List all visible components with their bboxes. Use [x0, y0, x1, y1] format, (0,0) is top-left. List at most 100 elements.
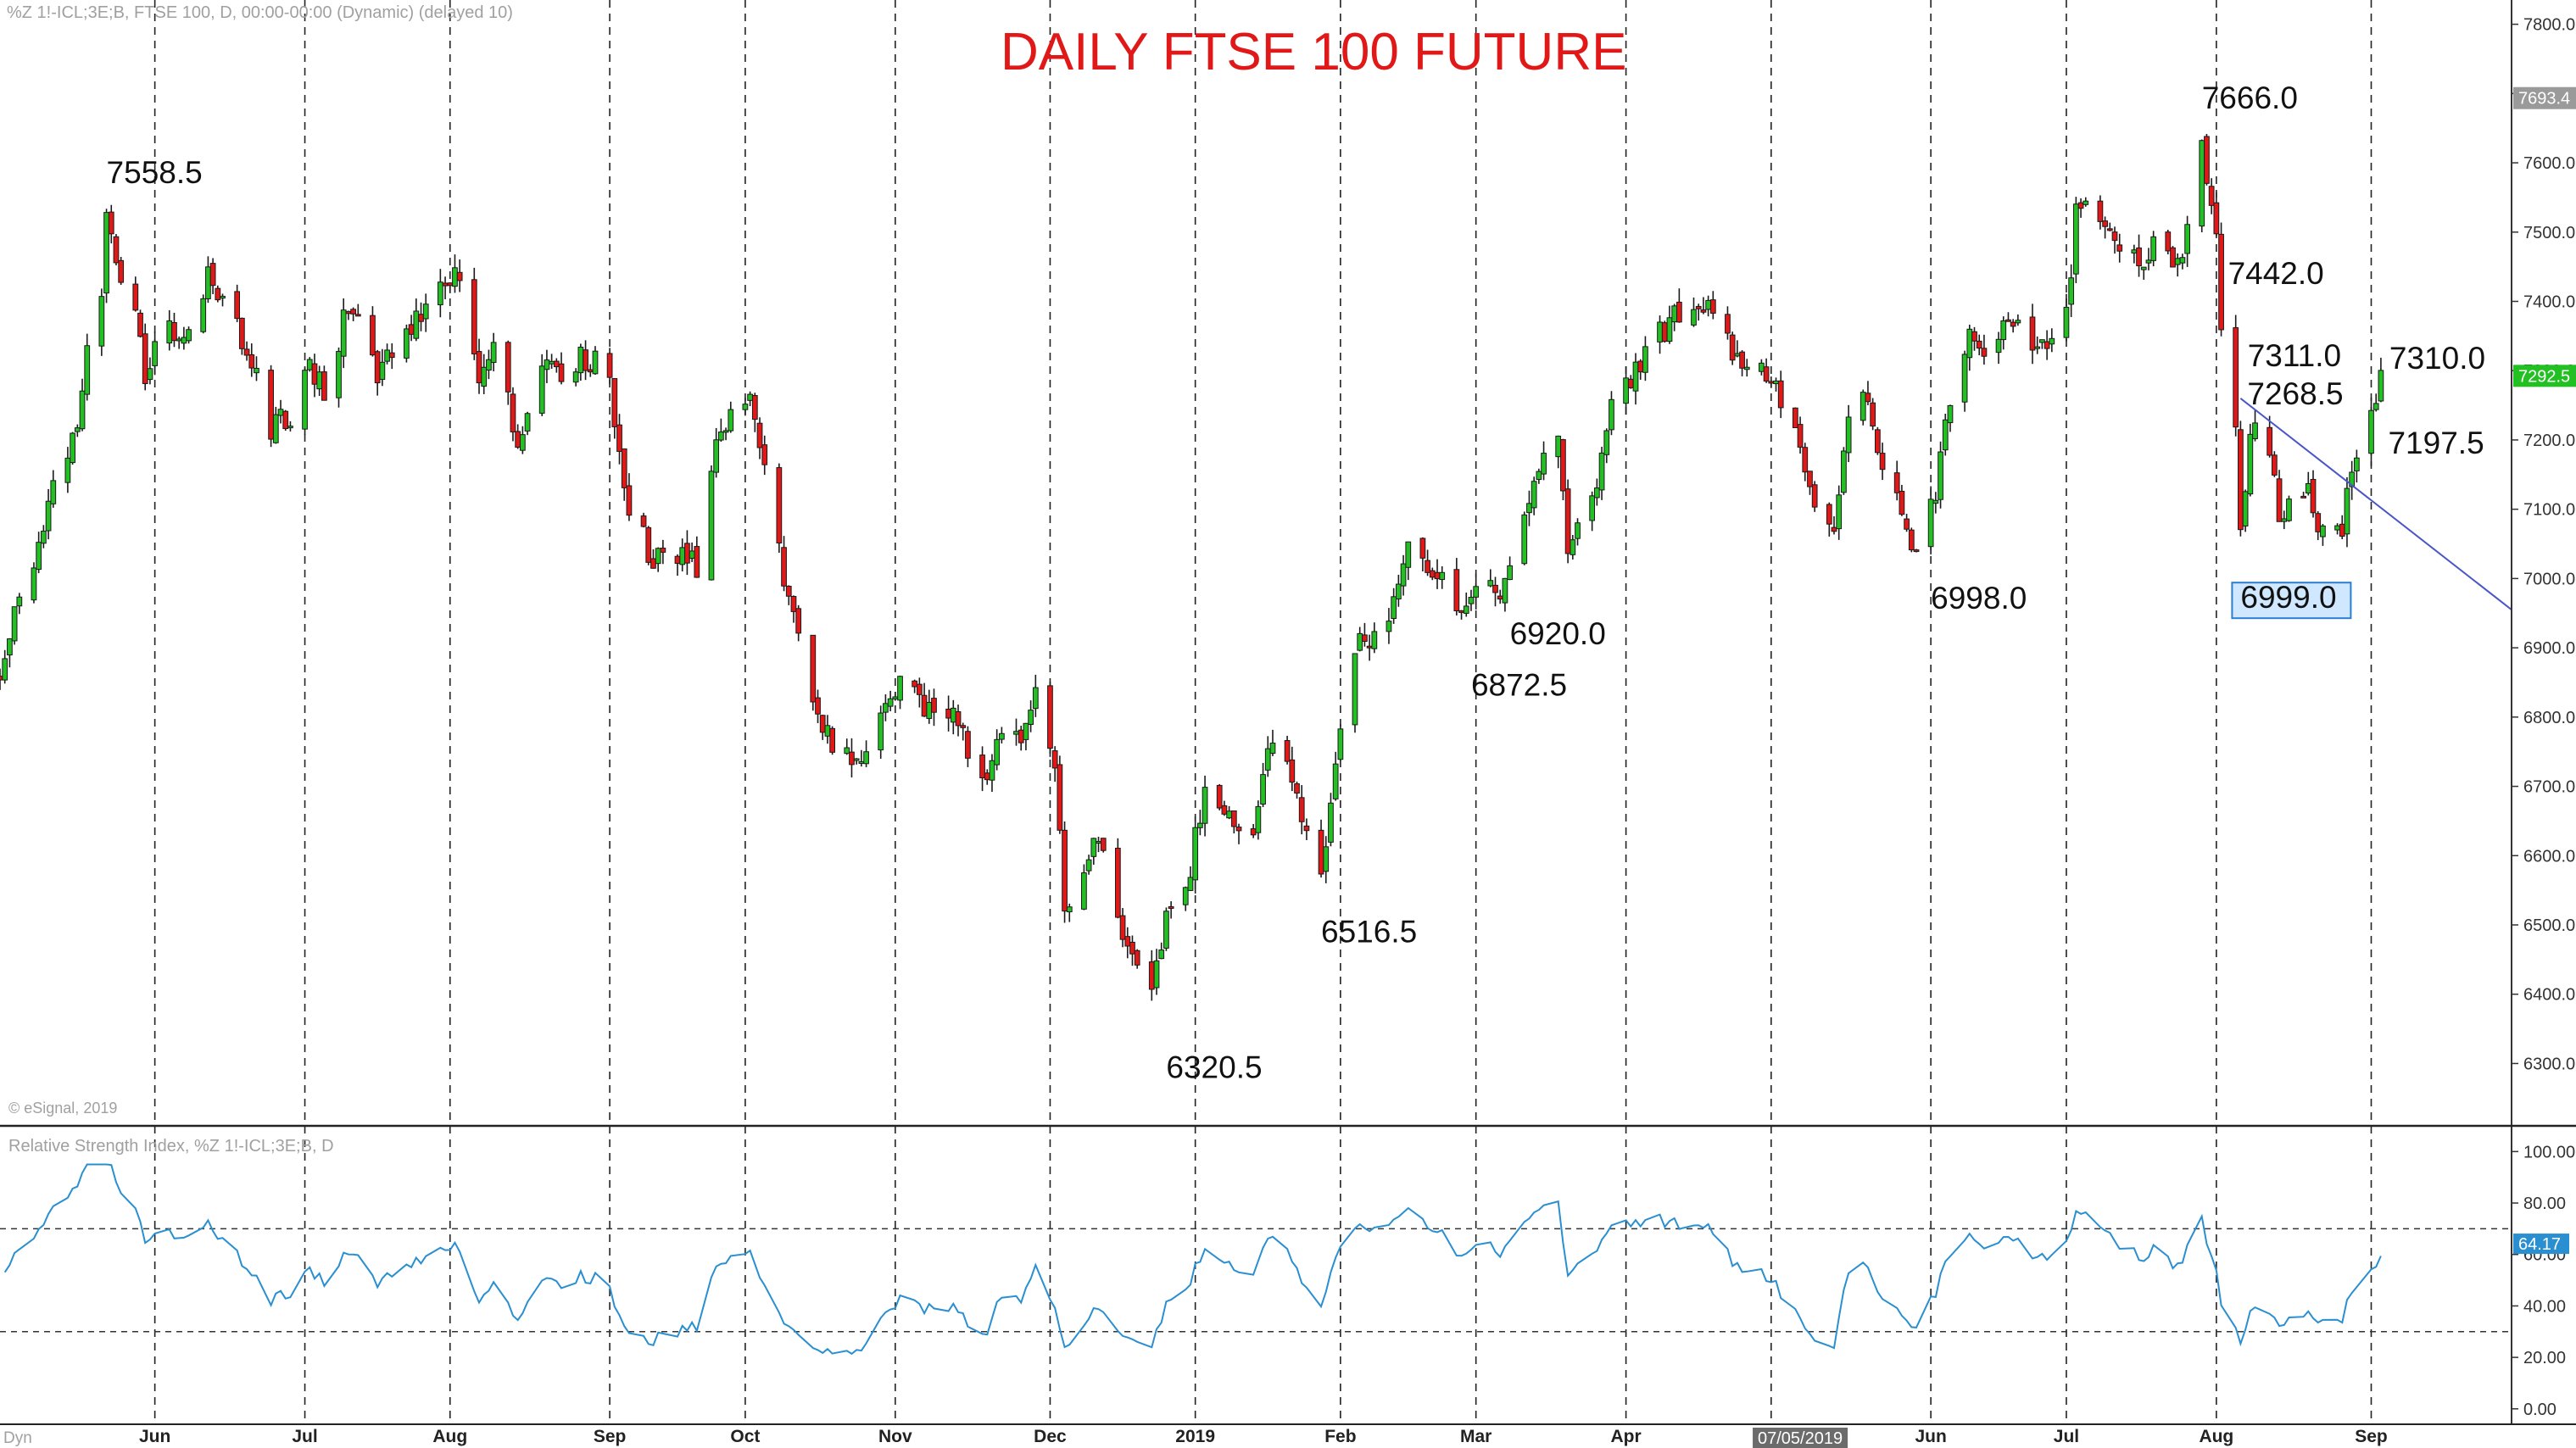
bearish-candle — [282, 409, 289, 432]
candle-body — [761, 444, 768, 465]
dynamic-mode-label: Dyn — [3, 1429, 32, 1447]
bullish-candle — [186, 326, 192, 344]
bearish-candle — [2170, 246, 2176, 268]
candle-body — [1264, 748, 1271, 771]
bearish-candle — [1303, 818, 1310, 840]
bearish-candle — [2010, 319, 2016, 333]
bearish-candle — [1018, 725, 1024, 751]
candle-body — [2106, 228, 2113, 231]
bullish-candle — [926, 689, 933, 724]
candle-body — [2339, 523, 2345, 537]
candle-body — [345, 310, 352, 315]
candle-body — [815, 697, 821, 715]
candle-body — [1981, 348, 1988, 357]
bearish-candle — [2136, 234, 2142, 277]
candle-body — [965, 731, 971, 759]
candle-body — [2, 658, 8, 681]
bullish-candle — [2344, 476, 2350, 548]
month-label: Sep — [594, 1427, 627, 1446]
bearish-candle — [756, 417, 763, 459]
candle-body — [863, 751, 869, 765]
bearish-candle — [1560, 438, 1566, 501]
price-annotation: 6999.0 — [2240, 580, 2336, 615]
bearish-candle — [2165, 229, 2172, 255]
bearish-candle — [1865, 381, 1871, 405]
candle-body — [108, 211, 114, 235]
rsi-tick-label: 40.00 — [2523, 1297, 2566, 1316]
candle-body — [2077, 202, 2084, 209]
bullish-candle — [1395, 574, 1402, 607]
candle-body — [1657, 321, 1663, 343]
bearish-candle — [2097, 195, 2104, 230]
candle-body — [2063, 306, 2070, 338]
bearish-candle — [2005, 312, 2011, 322]
candle-body — [1391, 596, 1397, 620]
candle-body — [1575, 522, 1581, 539]
candle-body — [1502, 577, 1508, 604]
candle-body — [1226, 810, 1232, 819]
bearish-candle — [345, 310, 352, 320]
price-annotation: 6320.5 — [1166, 1050, 1262, 1085]
rsi-tick-label: 80.00 — [2523, 1195, 2566, 1213]
candles-layer — [0, 134, 2384, 1001]
bearish-candle — [1148, 950, 1155, 1001]
candle-body — [437, 281, 443, 306]
bearish-candle — [553, 358, 560, 373]
candle-body — [1439, 571, 1446, 581]
candle-body — [926, 702, 933, 719]
candle-body — [1028, 710, 1034, 725]
bullish-candle — [747, 391, 753, 407]
bearish-candle — [238, 317, 245, 355]
price-tick-label: 7800.0 — [2523, 16, 2575, 35]
candle-body — [2267, 426, 2273, 456]
candle-body — [717, 432, 724, 441]
bullish-candle — [1743, 359, 1750, 377]
candle-body — [11, 606, 18, 642]
candle-body — [708, 471, 715, 581]
bearish-candle — [611, 378, 618, 439]
candle-body — [2368, 409, 2374, 454]
bullish-candle — [1570, 535, 1576, 560]
bullish-candle — [1468, 589, 1475, 611]
candle-body — [1763, 366, 1770, 382]
candle-body — [374, 351, 381, 384]
bullish-candle — [1536, 468, 1542, 484]
candle-body — [1124, 936, 1131, 947]
candle-body — [1497, 595, 1503, 600]
candle-body — [40, 531, 47, 544]
candle-body — [1066, 906, 1073, 913]
bullish-candle — [31, 562, 37, 604]
candle-body — [553, 360, 560, 368]
bearish-candle — [1870, 398, 1876, 431]
candle-body — [118, 259, 125, 283]
bullish-candle — [524, 411, 531, 436]
bearish-candle — [1739, 350, 1745, 376]
bullish-candle — [2368, 397, 2374, 466]
candle-body — [476, 351, 482, 384]
candle-body — [1332, 763, 1339, 799]
candle-body — [2247, 433, 2254, 495]
price-tick-label: 6500.0 — [2523, 916, 2575, 935]
bullish-candle — [1507, 556, 1514, 581]
bullish-candle — [2049, 328, 2055, 353]
bullish-candle — [1593, 478, 1600, 506]
candle-body — [2353, 457, 2360, 471]
bullish-candle — [549, 354, 555, 370]
candle-body — [1739, 351, 1745, 369]
bullish-candle — [2131, 244, 2138, 264]
candle-body — [2320, 525, 2326, 537]
chart-title: DAILY FTSE 100 FUTURE — [1001, 23, 1627, 81]
bearish-candle — [751, 393, 758, 432]
candle-body — [2097, 200, 2104, 222]
candle-body — [243, 348, 250, 356]
bearish-candle — [1051, 746, 1058, 782]
candle-body — [1473, 586, 1480, 598]
price-annotation: 7310.0 — [2389, 341, 2485, 376]
bullish-candle — [2063, 293, 2070, 342]
bullish-candle — [994, 729, 1001, 771]
candle-body — [1221, 805, 1228, 815]
bullish-candle — [1332, 751, 1339, 801]
candle-body — [616, 424, 622, 452]
candle-body — [2072, 203, 2079, 275]
bullish-candle — [1575, 518, 1581, 546]
